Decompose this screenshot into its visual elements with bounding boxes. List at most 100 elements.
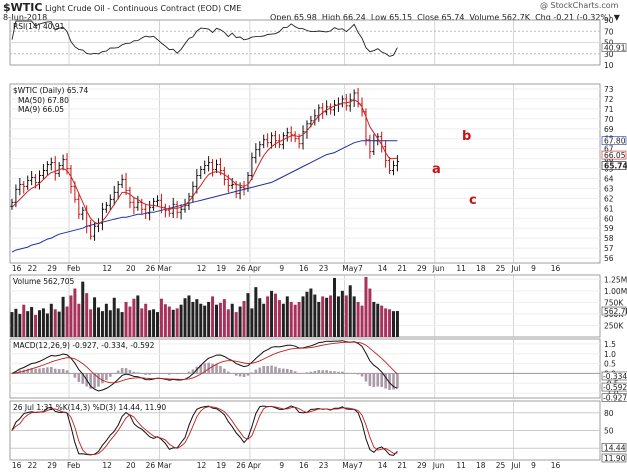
macd-hist-29 [124,368,128,374]
volume-bar-33 [140,308,144,337]
high-value: 66.24 [342,13,366,22]
macd-hist-35 [148,373,151,375]
x-label-25-0: 9 [531,264,536,273]
price-badge-box-2 [601,161,627,170]
price-bar-50 [207,156,211,172]
volume-bar-90 [364,277,368,337]
volume-bar-24 [104,303,108,337]
volume-bar-55 [226,309,230,337]
x-label-23-1: 25 [496,461,506,470]
macd-hist-69 [282,368,285,374]
price-ytick-2: 71 [604,105,614,114]
volume-bar-26 [112,297,116,337]
volume-bar-10 [49,303,53,337]
x-label-8-1: 12 [197,461,207,470]
price-bar-80 [325,100,329,116]
volume-bar-19 [85,293,89,337]
macd-hist-84 [341,371,344,374]
x-label-5-0: 20 [126,264,136,273]
price-label-ma9: MA(9) 66.05 [18,105,64,114]
macd-hist-43 [179,373,183,374]
price-bar-49 [203,160,207,175]
x-label-3-1: Feb [67,461,81,470]
volume-bar-93 [376,303,380,337]
low-label: Low [370,13,387,22]
x-label-24-0: Jul [510,264,520,273]
volume-bar-9 [45,313,49,337]
macd-hist-89 [360,373,364,377]
x-label-15-1: May [342,461,358,470]
open-value: 65.98 [293,13,317,22]
macd-hist-68 [278,368,281,374]
rsi-value-badge-box [601,43,627,52]
volume-bar-22 [97,307,100,337]
volume-bar-51 [211,296,215,337]
volume-bar-94 [380,305,384,337]
volume-bar-40 [167,306,171,337]
volume-bar-98 [395,311,399,337]
panel-frame-vol [9,274,601,338]
volume-bar-71 [289,301,293,337]
volume-bar-7 [38,310,41,337]
x-label-21-1: 11 [456,461,466,470]
x-label-7-1: Mar [157,461,172,470]
macd-hist-71 [289,369,293,374]
macd-hist-54 [223,368,226,374]
price-bar-25 [108,194,112,210]
macd-badge-0: -0.334 [603,372,627,381]
price-label-main: $WTIC (Daily) 65.74 [13,86,89,95]
price-bar-29 [124,173,128,196]
watermark: @ StockCharts.com [540,1,619,10]
stoch-d-line [11,405,398,455]
volume-bar-52 [215,304,218,337]
price-bar-67 [273,130,278,148]
volume-bar-70 [285,296,289,337]
volume-bar-30 [128,306,132,337]
price-bar-24 [104,201,108,213]
price-ytick-10: 63 [604,184,614,193]
x-label-1-1: 22 [28,461,38,470]
price-bar-9 [45,161,49,176]
macd-hist-27 [116,370,120,374]
price-badge-1: 66.05 [604,151,626,160]
volume-bar-0 [10,312,14,337]
vol-ytick-4: 250K [604,321,624,330]
macd-hist-20 [89,373,92,389]
price-bar-23 [100,202,105,231]
volume-bar-34 [144,303,148,337]
x-label-15-0: May [342,264,358,273]
volume-bar-32 [136,295,140,337]
macd-hist-64 [262,365,265,374]
macd-hist-77 [313,371,317,374]
macd-hist-78 [317,369,321,374]
stoch-badge-box-1 [601,453,627,463]
macd-hist-13 [61,368,65,374]
wave-label-b: b [462,129,471,144]
macd-hist-94 [380,373,383,388]
price-bar-97 [391,160,396,176]
price-bar-96 [387,157,392,174]
macd-hist-80 [325,370,328,374]
macd-hist-53 [219,366,222,374]
x-label-5-1: 20 [126,461,136,470]
macd-badge-box-2 [601,393,627,402]
macd-hist-23 [101,373,104,384]
volume-bar-89 [360,305,364,337]
volume-bar-54 [222,299,226,337]
price-bar-65 [266,133,270,148]
volume-bar-39 [163,304,167,337]
price-bar-31 [132,197,136,215]
price-bar-21 [92,222,97,241]
macd-hist-60 [246,373,250,376]
x-label-16-0: 7 [358,264,363,273]
macd-label: MACD(12,26,9) -0.927, -0.334, -0.592 [13,341,155,350]
volume-bar-29 [124,301,128,337]
volume-bar-12 [57,311,61,337]
price-bar-86 [348,93,352,112]
open-label: Open [270,13,292,22]
macd-hist-59 [242,373,246,378]
x-label-22-1: 18 [476,461,486,470]
price-bar-47 [195,169,199,194]
volume-bar-75 [305,291,309,337]
